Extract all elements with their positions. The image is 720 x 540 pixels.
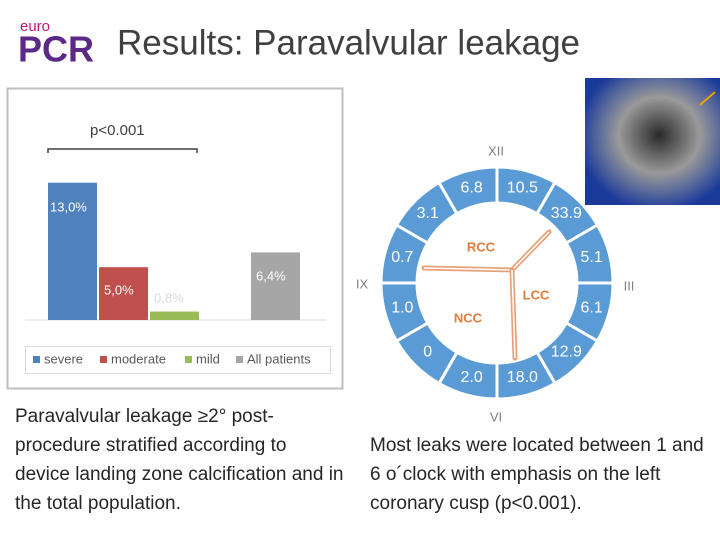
segment-value: 0 bbox=[423, 344, 432, 361]
segment-value: 33.9 bbox=[551, 205, 582, 222]
caption-left: Paravalvular leakage ≥2° post-procedure … bbox=[15, 406, 344, 514]
logo-big: PCR bbox=[18, 29, 94, 70]
legend-swatch bbox=[33, 356, 40, 363]
cusp-label: NCC bbox=[454, 310, 483, 325]
bar bbox=[48, 182, 97, 320]
hour-label: III bbox=[624, 278, 635, 293]
value-label: 0,8% bbox=[154, 290, 184, 305]
value-label: 5,0% bbox=[104, 282, 134, 297]
bar bbox=[99, 267, 148, 320]
value-label: 6,4% bbox=[256, 268, 286, 283]
cusp-label: LCC bbox=[523, 287, 550, 302]
legend-label: mild bbox=[196, 351, 220, 366]
segment-value: 12.9 bbox=[551, 344, 582, 361]
segment-value: 3.1 bbox=[417, 205, 439, 222]
segment-value: 0.7 bbox=[391, 249, 413, 266]
bar bbox=[150, 311, 199, 320]
title: Results: Paravalvular leakage bbox=[117, 23, 580, 62]
legend-swatch bbox=[236, 356, 243, 363]
cusp-line-core bbox=[511, 231, 550, 271]
segment-value: 5.1 bbox=[581, 249, 603, 266]
echo-arrow bbox=[699, 91, 716, 106]
legend-swatch bbox=[100, 356, 107, 363]
segment-value: 2.0 bbox=[461, 369, 483, 386]
segment-value: 1.0 bbox=[391, 300, 413, 317]
legend-label: moderate bbox=[111, 351, 166, 366]
clock-diagram: 10.5 33.9 5.1 6.1 12.9 18.0 2.0 0 1.0 0.7 3.1 6.8 XI… bbox=[356, 143, 635, 424]
segment-value: 18.0 bbox=[507, 369, 538, 386]
cusp-label: RCC bbox=[467, 239, 496, 254]
bar-chart: 13,0% 5,0% 0,8% 6,4% p<0.001 severe moderate mi… bbox=[25, 122, 331, 374]
echo-image bbox=[585, 78, 720, 205]
bar bbox=[251, 252, 300, 320]
hour-label: VI bbox=[490, 409, 502, 424]
segment-value: 6.8 bbox=[461, 180, 483, 197]
value-label: 13,0% bbox=[50, 199, 87, 214]
cusp-line-core bbox=[423, 267, 513, 271]
legend-label: severe bbox=[44, 351, 83, 366]
legend-frame bbox=[25, 346, 331, 374]
cusp-line-core bbox=[511, 269, 516, 359]
caption-right: Most leaks were located between 1 and 6 … bbox=[370, 435, 704, 514]
clock-segment bbox=[436, 165, 499, 216]
segment-value: 6.1 bbox=[581, 300, 603, 317]
hour-label: XII bbox=[488, 143, 504, 158]
segment-value: 10.5 bbox=[507, 180, 538, 197]
legend-swatch bbox=[185, 356, 192, 363]
logo-small: euro bbox=[20, 18, 50, 35]
significance-bracket bbox=[47, 148, 198, 153]
annotation: p<0.001 bbox=[90, 122, 145, 139]
hour-label: IX bbox=[356, 276, 369, 291]
legend-label: All patients bbox=[247, 351, 311, 366]
